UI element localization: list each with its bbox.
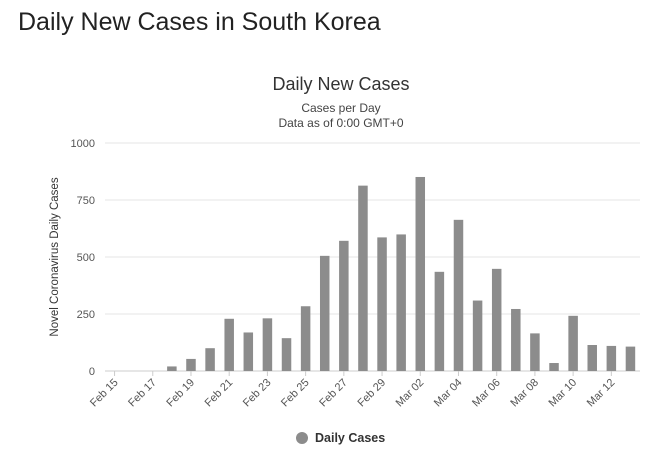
x-tick-label: Feb 29: [355, 377, 388, 410]
x-tick-label: Mar 06: [470, 377, 503, 410]
y-tick-label: 500: [77, 252, 95, 264]
x-tick-label: Feb 23: [241, 377, 274, 410]
bar: [377, 237, 387, 371]
bar: [434, 271, 445, 371]
y-tick-label: 1000: [71, 138, 95, 150]
x-tick-label: Feb 17: [126, 377, 159, 410]
bar: [243, 332, 254, 371]
x-tick-label: Feb 21: [203, 377, 236, 410]
legend-label: Daily Cases: [315, 431, 386, 445]
legend-marker: [296, 432, 308, 444]
bar: [606, 345, 617, 371]
bar: [339, 240, 349, 371]
bar-chart: 0 250 500 750 1000 Novel Coronavirus Daily Ca…: [49, 138, 640, 410]
chart-data-note: Data as of 0:00 GMT+0: [278, 116, 404, 130]
chart-title: Daily New Cases: [272, 74, 410, 94]
x-tick-label: Feb 19: [164, 377, 197, 410]
bar: [281, 338, 292, 371]
bar: [319, 255, 330, 371]
y-axis-label: Novel Coronavirus Daily Cases: [49, 177, 61, 336]
bar: [396, 234, 406, 371]
bar: [491, 268, 502, 371]
bar: [186, 358, 196, 371]
bar: [625, 346, 636, 371]
x-tick-label: Mar 12: [585, 377, 618, 410]
chart-subtitle: Cases per Day: [301, 101, 381, 115]
bar: [587, 345, 597, 371]
x-tick-label: Mar 04: [432, 377, 465, 410]
bar: [300, 306, 311, 371]
bar: [415, 176, 426, 371]
x-tick-label: Feb 25: [279, 377, 312, 410]
x-tick-label: Feb 27: [317, 377, 350, 410]
bar: [568, 315, 578, 371]
y-tick-label: 250: [77, 309, 95, 321]
bar: [167, 366, 177, 371]
y-tick-label: 750: [77, 195, 95, 207]
bar: [511, 308, 521, 371]
bar: [224, 318, 234, 371]
x-tick-label: Mar 02: [394, 377, 427, 410]
legend-item-daily-cases[interactable]: Daily Cases: [296, 431, 385, 445]
bar: [205, 348, 215, 371]
bar: [262, 318, 273, 371]
bar: [358, 185, 368, 371]
x-tick-label: Mar 08: [508, 377, 541, 410]
x-tick-label: Feb 15: [88, 377, 121, 410]
bar: [530, 333, 540, 371]
bar: [453, 219, 464, 371]
y-tick-label: 0: [89, 366, 95, 378]
bar: [472, 300, 483, 371]
page-heading: Daily New Cases in South Korea: [18, 8, 381, 36]
x-tick-label: Mar 10: [547, 377, 580, 410]
bar: [549, 363, 559, 371]
